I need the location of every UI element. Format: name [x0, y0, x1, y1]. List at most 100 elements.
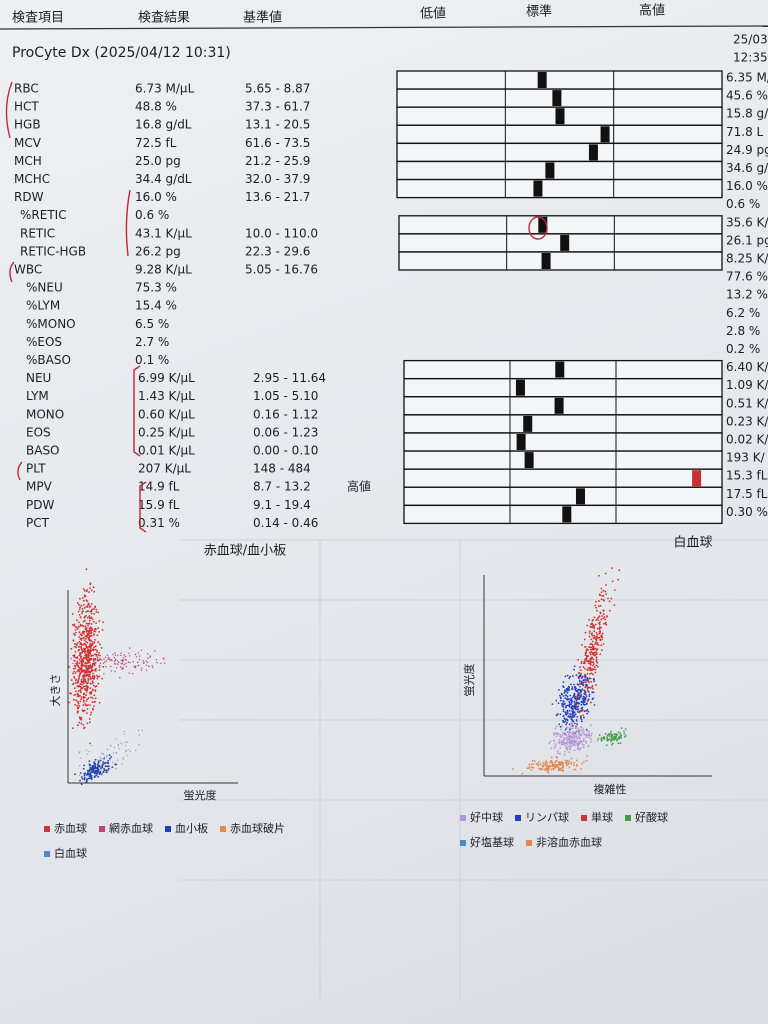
dot: [562, 761, 564, 764]
pen-marks: [5, 81, 548, 533]
dot: [593, 680, 596, 683]
dot: [86, 659, 89, 661]
dot: [578, 748, 581, 751]
dot: [609, 740, 612, 743]
dot: [91, 608, 94, 611]
dot: [556, 713, 559, 715]
dot: [583, 699, 585, 702]
dot: [572, 732, 575, 735]
dot: [110, 756, 113, 758]
dot: [89, 772, 91, 775]
dot: [592, 645, 595, 648]
previous-result: 13.2 %: [726, 288, 768, 302]
dot: [581, 743, 584, 746]
dot: [152, 666, 154, 669]
dot: [87, 697, 90, 700]
legend-label: 好酸球: [635, 810, 668, 824]
dot: [578, 692, 581, 694]
dot: [83, 607, 86, 609]
dot: [582, 728, 585, 731]
dot: [591, 643, 594, 646]
dot: [539, 763, 542, 766]
range-marker: [562, 506, 572, 523]
dot: [553, 733, 556, 736]
dot: [84, 651, 86, 654]
dot: [613, 733, 616, 736]
dot: [119, 676, 121, 679]
dot: [597, 738, 600, 740]
dot: [585, 649, 588, 652]
dot: [552, 739, 555, 742]
dot: [582, 746, 585, 749]
dot: [570, 683, 572, 686]
dot: [586, 708, 589, 711]
test-name: PLT: [26, 462, 46, 476]
dot: [93, 662, 96, 665]
dot: [87, 680, 90, 682]
dot: [574, 696, 577, 698]
dot: [566, 704, 569, 707]
dot: [589, 661, 592, 664]
dot: [570, 745, 573, 747]
dot: [602, 589, 605, 592]
dot: [561, 725, 563, 727]
dot: [570, 740, 573, 743]
dot: [624, 735, 626, 738]
dot: [569, 727, 572, 730]
dot: [553, 746, 556, 749]
dot: [80, 646, 83, 649]
dot: [574, 713, 577, 716]
dot: [79, 691, 82, 694]
dot: [91, 643, 93, 645]
dot: [74, 634, 76, 637]
dot: [89, 676, 92, 679]
dot: [138, 734, 140, 736]
test-name: MCV: [14, 136, 42, 150]
dot: [548, 767, 550, 770]
dot: [109, 744, 111, 746]
dot: [586, 687, 589, 689]
dot: [103, 769, 106, 772]
dot: [581, 762, 583, 765]
dot: [90, 696, 92, 699]
dot: [562, 765, 564, 768]
dot: [602, 617, 605, 620]
dot: [568, 709, 571, 712]
dot: [70, 679, 73, 681]
dot: [592, 687, 594, 690]
test-result: 0.31 %: [138, 516, 180, 530]
test-name: PDW: [26, 498, 54, 512]
dot: [578, 680, 581, 683]
previous-result: 1.09 K/: [726, 378, 768, 392]
dot: [93, 646, 95, 649]
dot: [563, 689, 566, 692]
dot: [93, 762, 96, 765]
dot: [104, 661, 106, 663]
range-marker: [537, 72, 547, 88]
dot: [560, 699, 562, 702]
dot: [93, 630, 96, 633]
dot: [86, 708, 89, 710]
dot: [125, 659, 128, 661]
reference-range: 148 - 484: [253, 462, 311, 476]
dot: [546, 764, 549, 767]
dot: [87, 771, 89, 774]
dot: [83, 639, 86, 642]
dot: [80, 718, 83, 721]
dot: [590, 740, 593, 743]
dot: [557, 752, 559, 754]
dot: [112, 653, 114, 656]
dot: [572, 716, 575, 718]
legend-swatch: [625, 815, 631, 821]
dot: [107, 767, 110, 770]
dot: [579, 742, 581, 744]
dot: [97, 682, 100, 685]
dot: [551, 765, 554, 768]
dot: [580, 740, 583, 743]
test-name: WBC: [14, 263, 42, 277]
dot: [90, 627, 92, 629]
dot: [563, 754, 566, 756]
dot: [569, 675, 571, 678]
